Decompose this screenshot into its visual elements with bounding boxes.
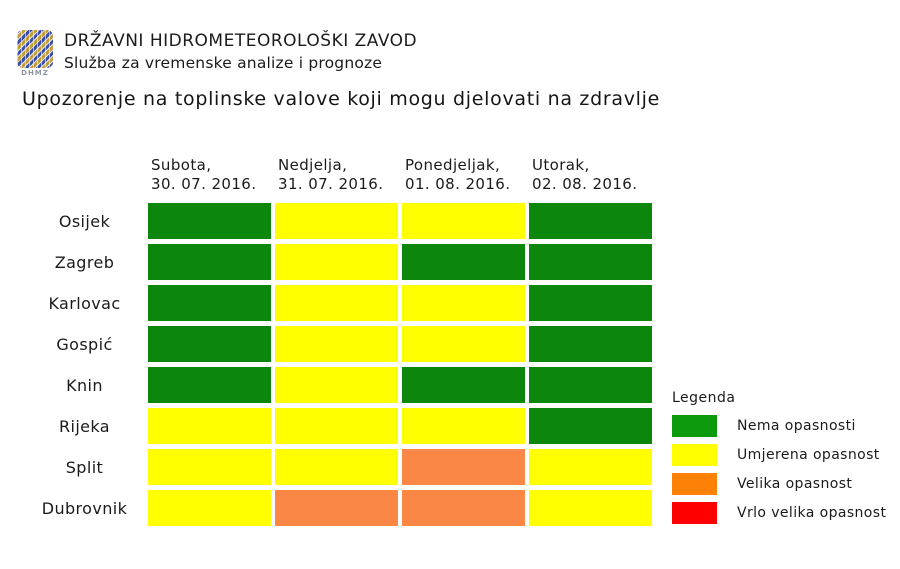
column-header: Utorak, 02. 08. 2016. [529,154,652,198]
warning-cell [529,285,652,321]
legend-swatch [672,473,717,495]
warning-cell [275,326,398,362]
legend-item: Vrlo velika opasnost [672,502,886,524]
row-label-city: Split [65,457,104,477]
warning-cell [148,490,271,526]
warning-cell [275,490,398,526]
row-label-city: Dubrovnik [41,498,128,518]
warning-cell [402,285,525,321]
column-header-day: Nedjelja, [278,156,348,174]
legend-title: Legenda [672,390,736,406]
warning-cell [402,326,525,362]
site-header: DHMZ DRŽAVNI HIDROMETEOROLOŠKI ZAVOD Slu… [17,30,417,77]
warning-cell [402,408,525,444]
column-header-day: Subota, [151,156,212,174]
legend-swatch [672,415,717,437]
grid-corner [25,154,144,198]
legend-items: Nema opasnosti Umjerena opasnost Velika op… [672,415,886,524]
warning-cell [529,367,652,403]
dept-name: Služba za vremenske analize i prognoze [64,54,383,72]
warning-cell [529,408,652,444]
warning-cell [275,408,398,444]
legend: Legenda Nema opasnosti Umjerena opasnost V… [672,390,886,531]
dhmz-logo-icon [17,30,53,68]
warning-cell [148,203,271,239]
warning-cell [275,367,398,403]
legend-item: Velika opasnost [672,473,886,495]
legend-label: Vrlo velika opasnost [737,505,887,521]
dhmz-logo-text: DHMZ [21,69,49,77]
column-header-date: 02. 08. 2016. [532,175,638,193]
row-label-city: Knin [66,375,103,395]
warning-cell [148,285,271,321]
warning-cell [402,449,525,485]
column-header: Ponedjeljak, 01. 08. 2016. [402,154,525,198]
legend-label: Velika opasnost [737,476,853,492]
row-label-city: Gospić [56,334,113,354]
legend-item: Nema opasnosti [672,415,886,437]
row-label-city: Zagreb [54,252,115,272]
column-header-day: Utorak, [532,156,590,174]
column-header: Nedjelja, 31. 07. 2016. [275,154,398,198]
warning-cell [402,203,525,239]
warning-cell [148,449,271,485]
warning-cell [529,326,652,362]
page-title: Upozorenje na toplinske valove koji mogu… [22,88,661,110]
column-header-day: Ponedjeljak, [405,156,501,174]
org-name: DRŽAVNI HIDROMETEOROLOŠKI ZAVOD [64,31,418,51]
warning-cell [275,449,398,485]
legend-swatch [672,502,717,524]
dhmz-logo: DHMZ [17,30,57,77]
warning-cell [148,244,271,280]
warning-cell [275,203,398,239]
row-label-city: Rijeka [58,416,111,436]
warning-cell [402,367,525,403]
warning-cell [529,203,652,239]
warning-cell [148,367,271,403]
warning-cell [275,285,398,321]
legend-label: Nema opasnosti [737,418,856,434]
column-header-date: 31. 07. 2016. [278,175,384,193]
column-header-date: 01. 08. 2016. [405,175,511,193]
legend-item: Umjerena opasnost [672,444,886,466]
warning-cell [275,244,398,280]
warning-cell [529,490,652,526]
warning-cell [148,326,271,362]
legend-label: Umjerena opasnost [737,447,880,463]
row-label-city: Osijek [58,211,111,231]
warning-cell [529,449,652,485]
legend-swatch [672,444,717,466]
row-label-city: Karlovac [48,293,121,313]
warning-cell [402,244,525,280]
heatwave-warning-grid: Subota, 30. 07. 2016. Nedjelja, 31. 07. 201… [25,154,652,526]
warning-cell [529,244,652,280]
warning-cell [402,490,525,526]
warning-cell [148,408,271,444]
column-header: Subota, 30. 07. 2016. [148,154,271,198]
org-title-block: DRŽAVNI HIDROMETEOROLOŠKI ZAVOD Služba z… [64,30,417,74]
column-header-date: 30. 07. 2016. [151,175,257,193]
